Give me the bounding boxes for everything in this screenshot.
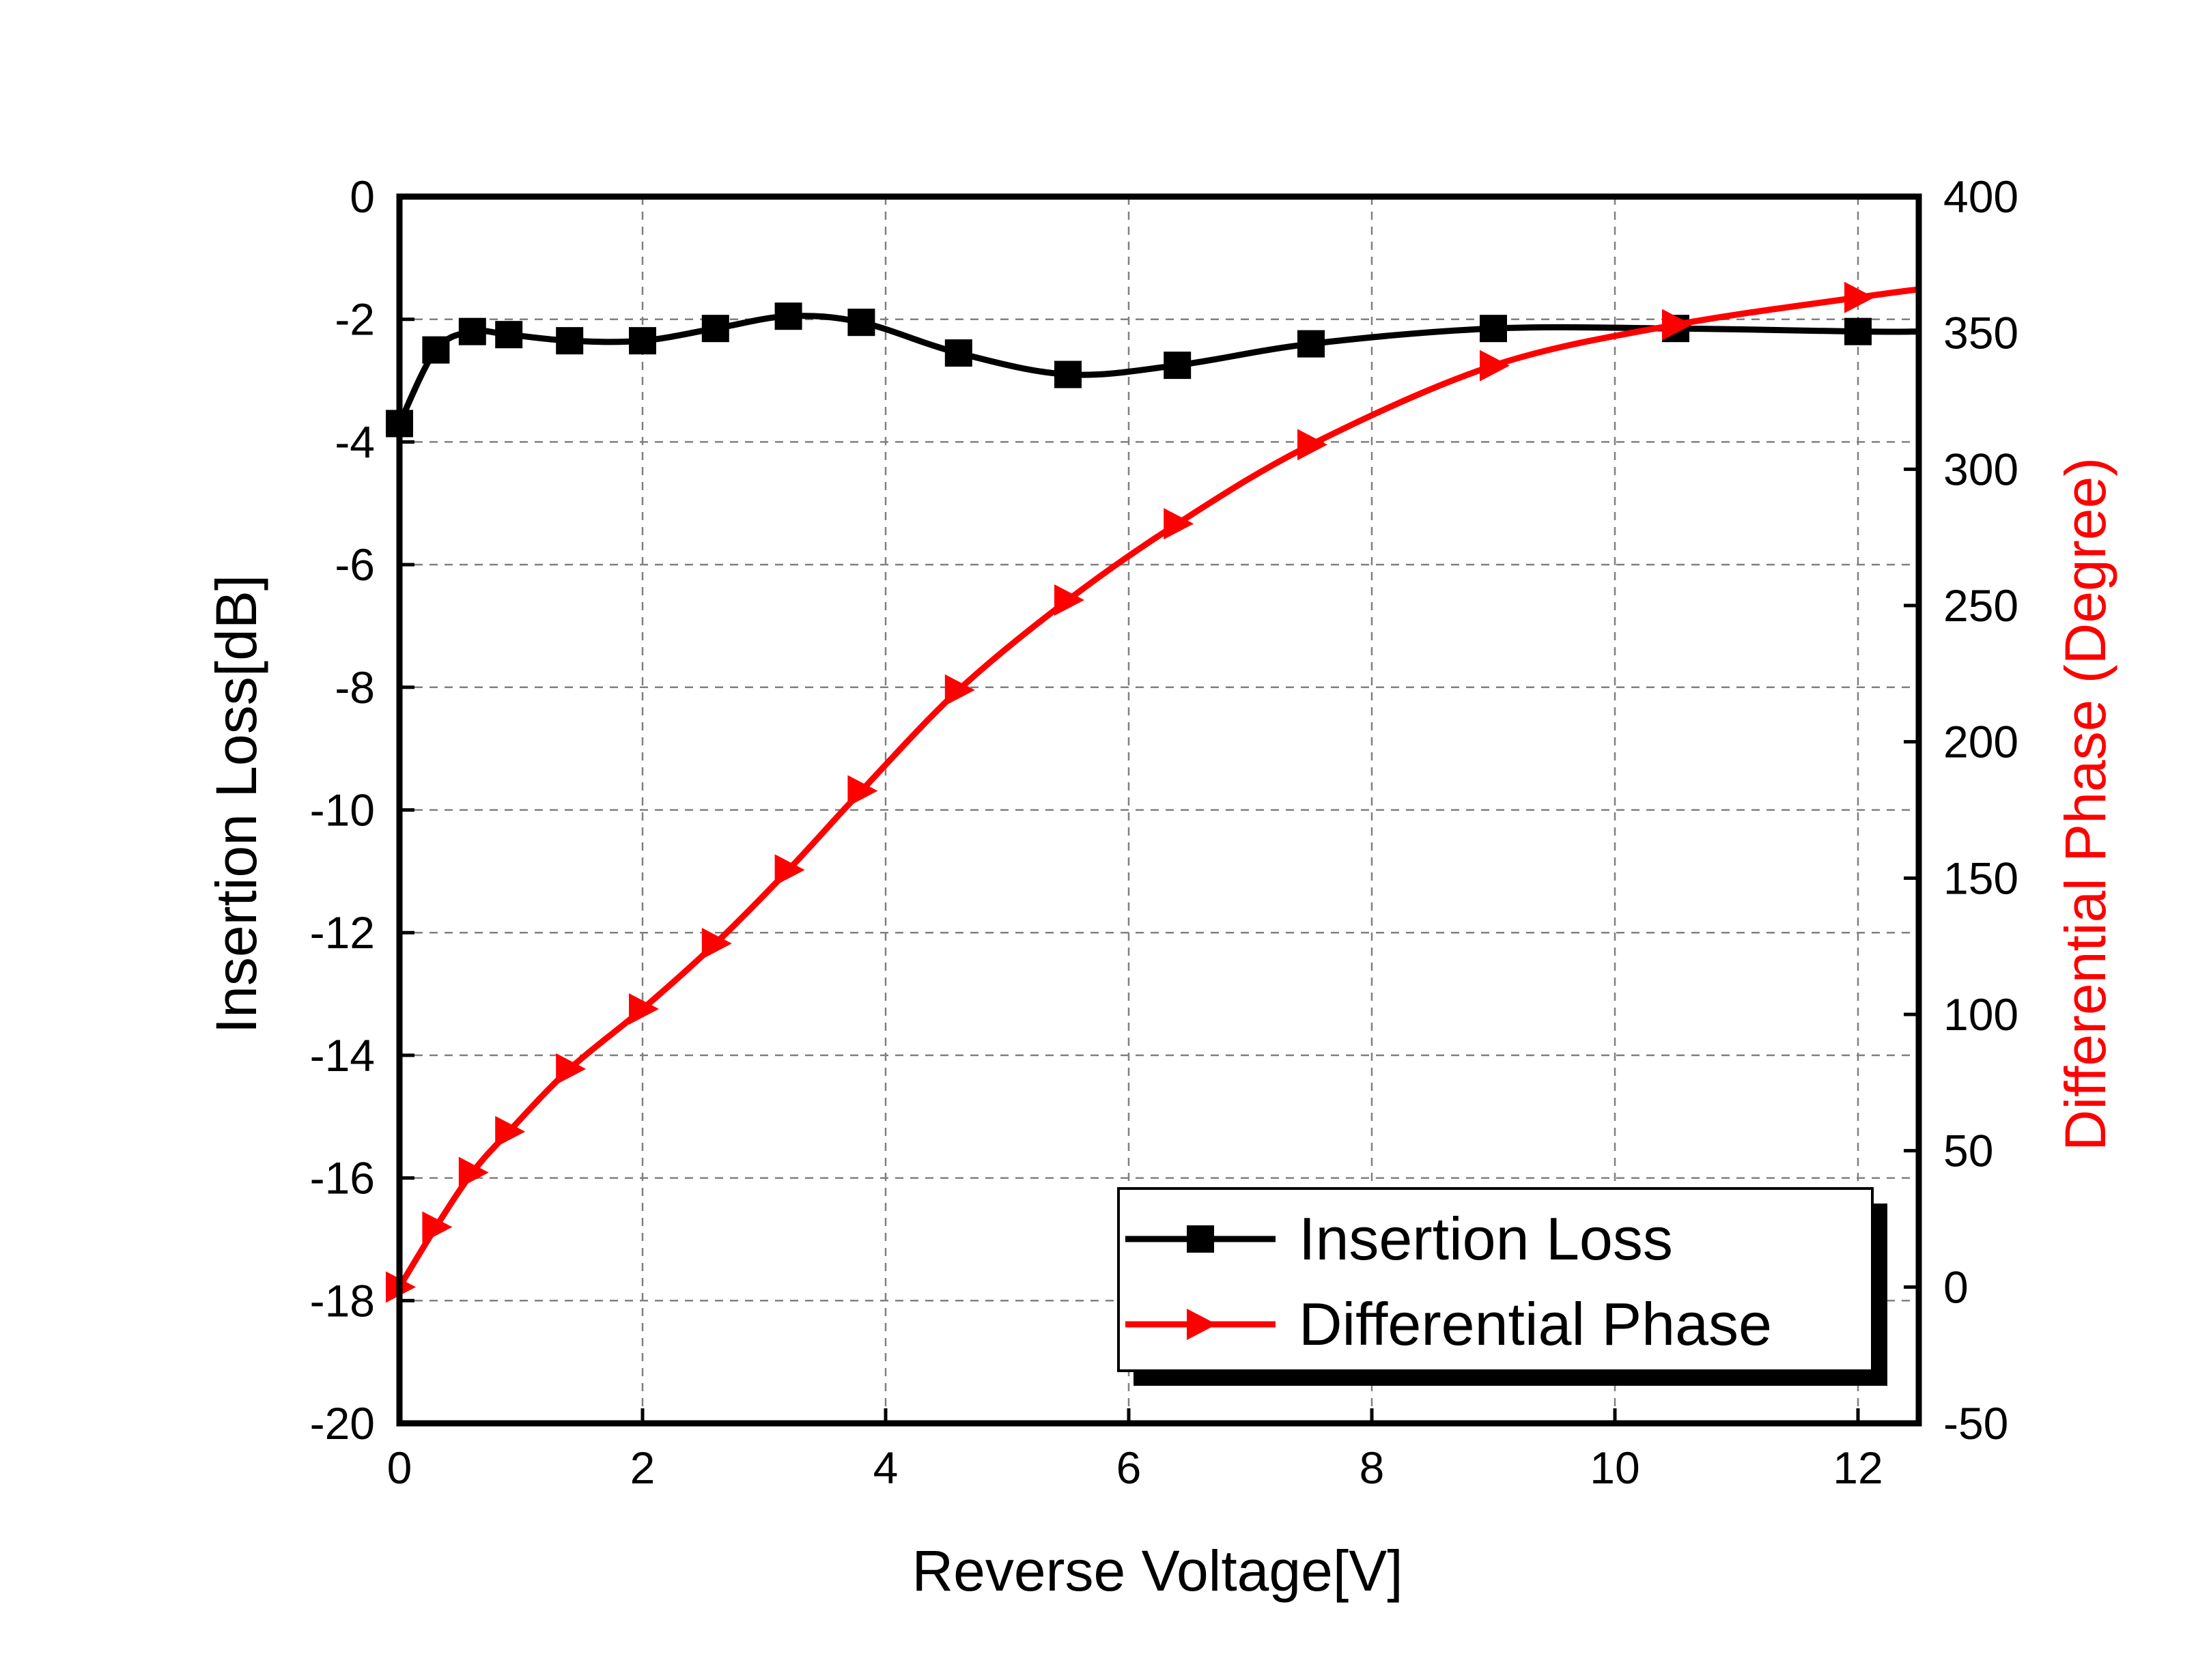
x-tick-label: 10 xyxy=(1590,1442,1639,1493)
series-layer xyxy=(386,281,1919,1303)
x-tick-label: 4 xyxy=(873,1442,899,1493)
data-point xyxy=(629,327,656,355)
data-point xyxy=(1480,315,1507,343)
y-tick-label: -4 xyxy=(335,416,375,467)
data-point xyxy=(422,1211,453,1243)
y2-tick-label: -50 xyxy=(1943,1398,2008,1449)
y2-tick-label: 350 xyxy=(1943,308,2018,358)
data-point xyxy=(1844,317,1872,345)
data-point xyxy=(774,302,802,330)
data-point xyxy=(556,327,584,355)
legend-marker xyxy=(1187,1309,1217,1340)
data-point xyxy=(774,854,805,886)
y2-tick-label: 200 xyxy=(1943,717,2018,767)
data-point xyxy=(701,928,732,960)
data-point xyxy=(1297,429,1327,461)
y-tick-label: -20 xyxy=(310,1398,375,1449)
y2-tick-label: 50 xyxy=(1943,1126,1993,1176)
x-axis-label: Reverse Voltage[V] xyxy=(912,1539,1403,1603)
data-point xyxy=(701,315,729,343)
x-tick-label: 8 xyxy=(1360,1442,1385,1493)
data-point xyxy=(458,1156,489,1188)
data-point xyxy=(629,993,659,1025)
y2-tick-label: 150 xyxy=(1943,853,2018,903)
series-line xyxy=(396,313,1919,425)
x-tick-label: 2 xyxy=(630,1442,656,1493)
y2-tick-label: 100 xyxy=(1943,989,2018,1040)
data-point xyxy=(1054,584,1084,616)
data-point xyxy=(1480,350,1510,382)
data-point xyxy=(1164,352,1192,380)
y-axis-label: Insertion Loss[dB] xyxy=(204,575,268,1034)
y-tick-label: -6 xyxy=(335,539,375,590)
data-point xyxy=(847,309,875,337)
legend-label: Differential Phase xyxy=(1299,1290,1772,1358)
data-point xyxy=(495,321,523,349)
series-insertion-loss xyxy=(386,302,1919,438)
data-point xyxy=(1662,309,1692,341)
data-point xyxy=(847,775,878,807)
legend-box xyxy=(1117,1187,1874,1372)
legend: Insertion Loss Differential Phase xyxy=(1117,1187,1887,1386)
data-point xyxy=(1054,360,1082,388)
data-point xyxy=(1844,281,1874,313)
data-point xyxy=(495,1115,526,1148)
data-point xyxy=(944,674,975,706)
y-tick-label: -8 xyxy=(335,662,375,713)
y2-axis-label: Differential Phase (Degree) xyxy=(2053,457,2117,1151)
ticks: 0 2 4 6 8 10 12 0 -2 -4 -6 -8 -10 -12 -14 -16 -18 -20 400 3… xyxy=(310,171,2019,1493)
data-point xyxy=(1164,508,1194,540)
series-line xyxy=(397,286,1919,1289)
x-tick-label: 0 xyxy=(387,1442,412,1493)
data-point xyxy=(422,336,450,364)
y-tick-label: -2 xyxy=(335,294,375,345)
y2-tick-label: 250 xyxy=(1943,580,2018,631)
x-tick-label: 6 xyxy=(1116,1442,1142,1493)
data-point xyxy=(944,339,972,367)
y-tick-label: -16 xyxy=(310,1153,375,1204)
y2-tick-label: 400 xyxy=(1943,171,2018,222)
series-differential-phase xyxy=(386,281,1919,1303)
data-point xyxy=(556,1053,587,1085)
y-tick-label: -10 xyxy=(310,785,375,836)
y-tick-label: -12 xyxy=(310,907,375,958)
y-tick-label: -14 xyxy=(310,1030,375,1081)
data-point xyxy=(458,317,486,345)
y2-tick-label: 300 xyxy=(1943,444,2018,494)
x-tick-label: 12 xyxy=(1833,1442,1883,1493)
y2-tick-label: 0 xyxy=(1943,1262,1969,1312)
y-tick-label: 0 xyxy=(350,171,375,222)
y-tick-label: -18 xyxy=(310,1275,375,1326)
legend-label: Insertion Loss xyxy=(1299,1205,1673,1272)
legend-marker xyxy=(1187,1225,1214,1253)
data-point xyxy=(1297,330,1325,358)
